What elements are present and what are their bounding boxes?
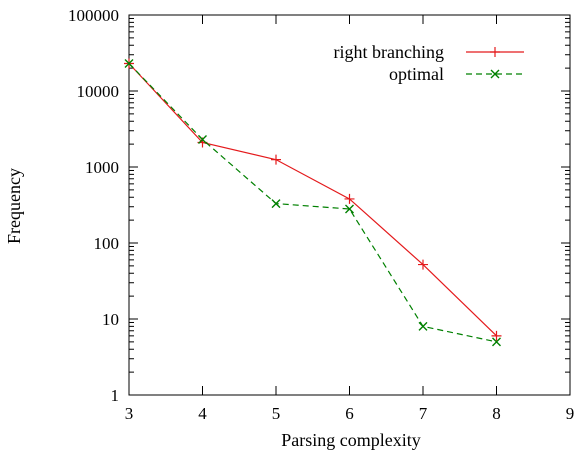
y-tick-label: 10000 bbox=[77, 82, 120, 101]
ticks-layer: 3 4 5 6 7 8 9 1 10 100 1000 10000 100000 bbox=[68, 6, 574, 423]
x-axis-label: Parsing complexity bbox=[281, 430, 420, 450]
x-tick-label: 4 bbox=[198, 404, 207, 423]
data-point bbox=[345, 204, 354, 214]
data-point bbox=[271, 154, 281, 165]
series-optimal bbox=[124, 59, 501, 347]
series-line bbox=[128, 63, 497, 337]
data-point bbox=[124, 59, 134, 69]
x-tick-label: 7 bbox=[419, 404, 428, 423]
y-tick-label: 100 bbox=[94, 234, 120, 253]
x-tick-label: 8 bbox=[492, 404, 501, 423]
legend-point bbox=[490, 69, 500, 79]
legend: right branching optimal bbox=[334, 42, 524, 84]
legend-entry-right-branching: right branching bbox=[334, 42, 524, 62]
series-right-branching bbox=[124, 58, 502, 341]
x-tick-label: 9 bbox=[566, 404, 575, 423]
x-tick-label: 5 bbox=[272, 404, 281, 423]
legend-label-optimal: optimal bbox=[389, 64, 444, 84]
data-point bbox=[198, 135, 207, 145]
data-point bbox=[271, 199, 281, 209]
y-tick-label: 1 bbox=[111, 386, 120, 405]
legend-marker-optimal bbox=[490, 69, 500, 79]
data-point bbox=[418, 321, 428, 331]
plot-frame bbox=[128, 14, 571, 396]
legend-label-right-branching: right branching bbox=[334, 42, 444, 62]
data-point bbox=[344, 193, 355, 204]
data-point bbox=[491, 330, 502, 341]
y-tick-label: 100000 bbox=[68, 6, 119, 25]
data-point bbox=[418, 259, 428, 270]
y-axis-label: Frequency bbox=[4, 168, 24, 244]
legend-entry-optimal: optimal bbox=[389, 64, 524, 84]
y-tick-label: 10 bbox=[102, 310, 119, 329]
x-tick-label: 6 bbox=[345, 404, 354, 423]
legend-point bbox=[490, 47, 500, 57]
data-point bbox=[492, 337, 501, 347]
series-layer bbox=[124, 58, 502, 347]
x-tick-label: 3 bbox=[125, 404, 134, 423]
y-tick-label: 1000 bbox=[85, 158, 119, 177]
legend-marker-right-branching bbox=[490, 47, 500, 57]
series-line bbox=[128, 63, 497, 343]
